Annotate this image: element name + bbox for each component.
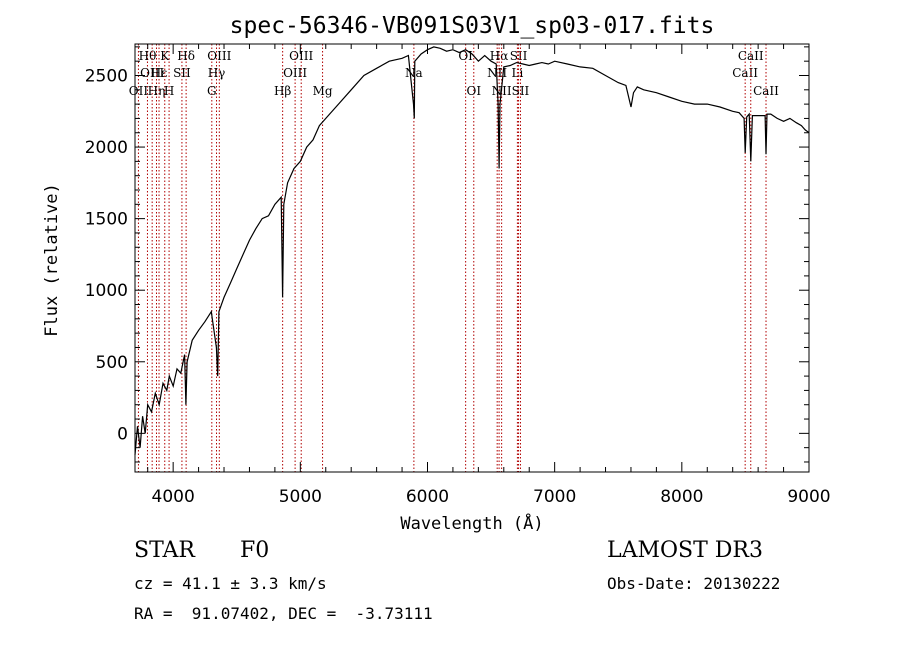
plot-frame [134, 43, 810, 473]
line-marker-label-7: SII [173, 66, 191, 80]
line-marker-label-1: Hθ [139, 49, 157, 63]
line-marker-label-6: H [164, 84, 174, 98]
line-marker-label-20: Hα [490, 49, 509, 63]
line-marker-label-2: OIII [140, 66, 164, 80]
line-marker-label-9: G [207, 84, 217, 98]
x-axis-label: Wavelength (Å) [400, 512, 543, 534]
line-marker-label-15: Mg [313, 84, 333, 98]
spectrum-series-line [134, 46, 810, 455]
line-marker-label-12: Hβ [274, 84, 291, 98]
line-marker-label-27: CaII [753, 84, 779, 98]
y-tick-label-5: 2500 [85, 66, 128, 86]
line-marker-label-10: Hγ [208, 66, 226, 80]
coordinates-text: RA = 91.07402, DEC = -3.73111 [134, 604, 433, 623]
x-tick-label-0: 4000 [152, 487, 195, 507]
line-marker-group: OII Hθ OIII Hη Hε K H SII Hδ G Hγ OIII Hβ OIII OIII Mg N… [129, 44, 779, 472]
obs-date-text: Obs-Date: 20130222 [607, 574, 781, 593]
y-tick-label-0: 0 [117, 424, 128, 444]
line-marker-label-24: SII [512, 84, 530, 98]
line-marker-label-25: CaII [732, 66, 758, 80]
line-marker-label-4: Hε [151, 66, 168, 80]
line-marker-label-26: CaII [738, 49, 764, 63]
line-marker-label-11: OIII [207, 49, 231, 63]
chart-title: spec-56346-VB091S03V1_sp03-017.fits [230, 13, 715, 39]
line-marker-label-8: Hδ [177, 49, 195, 63]
x-tick-label-3: 7000 [533, 487, 576, 507]
x-tick-label-1: 5000 [279, 487, 322, 507]
y-tick-label-2: 1000 [85, 281, 128, 301]
object-class: STAR [134, 538, 195, 563]
x-tick-label-4: 8000 [660, 487, 703, 507]
line-marker-label-14: OIII [289, 49, 313, 63]
y-axis-label: Flux (relative) [42, 183, 62, 337]
y-tick-label-3: 1500 [85, 210, 128, 230]
line-marker-label-13: OIII [283, 66, 307, 80]
line-marker-label-5: K [160, 49, 170, 63]
line-marker-label-3: Hη [148, 84, 166, 98]
tick-group: 4000 5000 6000 7000 8000 9000 0 500 1000 1500 2000… [85, 44, 831, 507]
x-tick-label-5: 9000 [787, 487, 830, 507]
y-tick-label-4: 2000 [85, 138, 128, 158]
x-tick-label-2: 6000 [406, 487, 449, 507]
survey-name: LAMOST DR3 [607, 538, 763, 563]
redshift-text: cz = 41.1 ± 3.3 km/s [134, 574, 327, 593]
line-marker-label-17: OI [458, 49, 473, 63]
line-marker-label-0: OII [129, 84, 149, 98]
line-marker-label-22: Li [511, 66, 523, 80]
y-tick-label-1: 500 [96, 353, 128, 373]
spectral-subclass: F0 [240, 538, 270, 563]
line-marker-label-16: Na [405, 66, 423, 80]
line-marker-label-18: OI [466, 84, 481, 98]
line-marker-label-23: SII [510, 49, 528, 63]
